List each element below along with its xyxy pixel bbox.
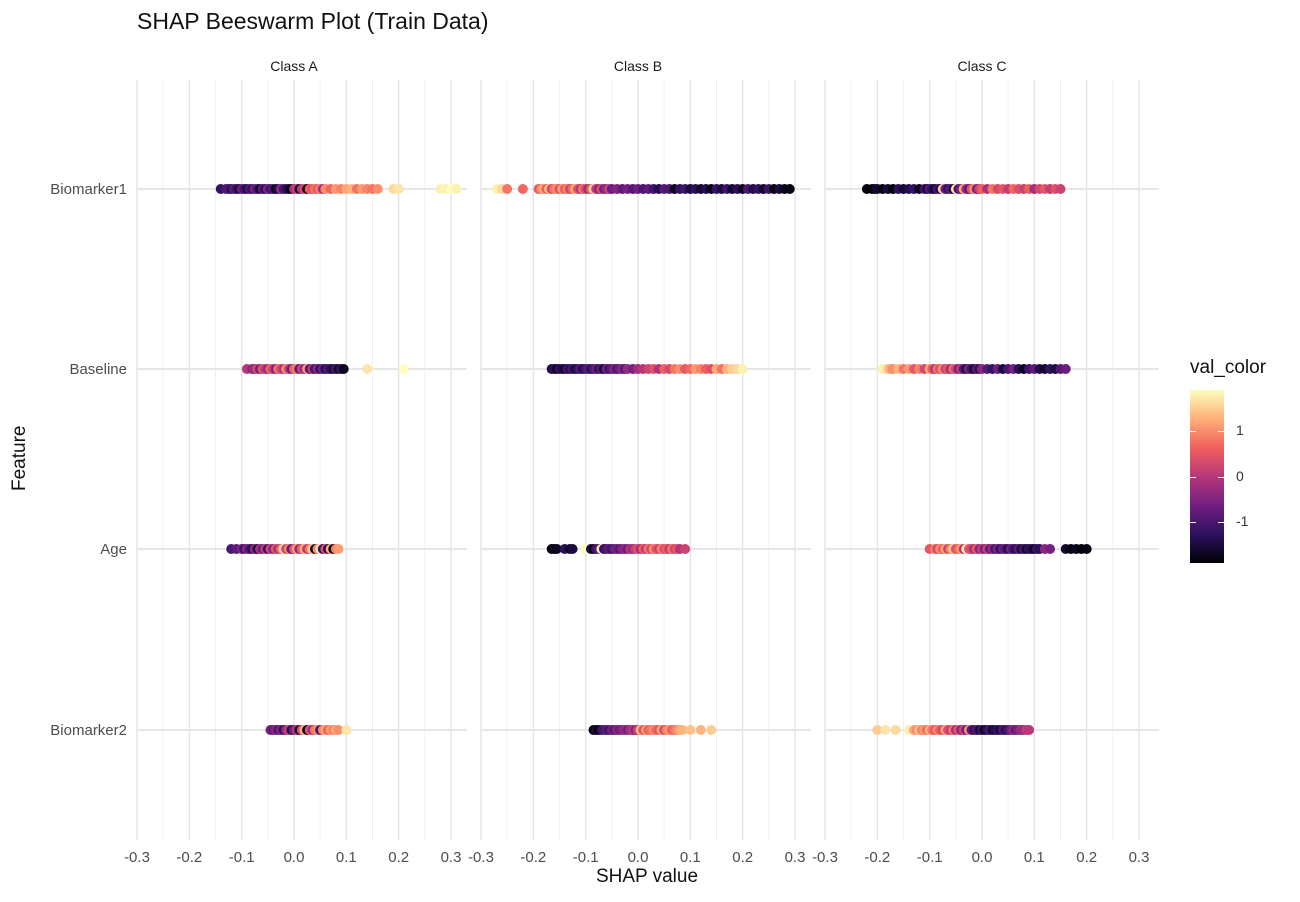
data-point bbox=[1060, 364, 1071, 374]
x-tick-label: 0.3 bbox=[785, 849, 806, 866]
x-tick-label: 0.1 bbox=[336, 849, 357, 866]
x-tick-label: -0.3 bbox=[124, 849, 150, 866]
panel-label: Class C bbox=[957, 58, 1006, 74]
x-tick-label: 0.3 bbox=[441, 849, 462, 866]
x-axis-title: SHAP value bbox=[595, 866, 699, 887]
data-point bbox=[880, 725, 891, 735]
data-point bbox=[333, 544, 344, 554]
data-point bbox=[517, 184, 528, 194]
data-point bbox=[890, 725, 901, 735]
data-point bbox=[551, 544, 562, 554]
data-point bbox=[1024, 725, 1035, 735]
colorbar-tick-mark bbox=[1190, 430, 1196, 432]
x-tick-label: 0.0 bbox=[284, 849, 305, 866]
x-tick-label: -0.1 bbox=[573, 849, 599, 866]
data-point bbox=[706, 725, 717, 735]
data-point bbox=[784, 184, 795, 194]
data-point bbox=[398, 364, 409, 374]
data-point bbox=[677, 725, 688, 735]
data-point bbox=[1055, 184, 1066, 194]
colorbar-tick-label: 1 bbox=[1236, 421, 1244, 438]
data-point bbox=[737, 364, 748, 374]
x-tick-label: 0.0 bbox=[972, 849, 993, 866]
y-tick-label: Baseline bbox=[69, 361, 127, 378]
colorbar-tick-label: -1 bbox=[1236, 513, 1249, 530]
data-point bbox=[695, 725, 706, 735]
colorbar-tick-mark bbox=[1218, 522, 1224, 524]
data-point bbox=[338, 364, 349, 374]
legend-title: val_color bbox=[1190, 357, 1267, 378]
y-tick-label: Age bbox=[100, 541, 127, 558]
data-point bbox=[372, 184, 383, 194]
colorbar-tick-mark bbox=[1190, 522, 1196, 524]
colorbar-tick-mark bbox=[1218, 430, 1224, 432]
data-point bbox=[872, 725, 883, 735]
x-tick-label: -0.2 bbox=[520, 849, 546, 866]
x-tick-label: 0.2 bbox=[388, 849, 409, 866]
x-tick-label: -0.1 bbox=[229, 849, 255, 866]
data-point bbox=[685, 725, 696, 735]
x-tick-label: 0.2 bbox=[732, 849, 753, 866]
colorbar-tick-mark bbox=[1190, 476, 1196, 478]
data-point bbox=[1045, 544, 1056, 554]
y-tick-label: Biomarker2 bbox=[50, 722, 127, 739]
x-tick-label: 0.0 bbox=[628, 849, 649, 866]
x-tick-label: -0.3 bbox=[812, 849, 838, 866]
x-tick-label: 0.1 bbox=[1024, 849, 1045, 866]
x-tick-label: -0.2 bbox=[176, 849, 202, 866]
data-point bbox=[680, 544, 691, 554]
data-point bbox=[341, 725, 352, 735]
chart-title: SHAP Beeswarm Plot (Train Data) bbox=[137, 8, 489, 34]
x-tick-label: 0.1 bbox=[680, 849, 701, 866]
data-point bbox=[451, 184, 462, 194]
x-tick-label: -0.1 bbox=[917, 849, 943, 866]
data-point bbox=[1081, 544, 1092, 554]
x-tick-label: -0.3 bbox=[468, 849, 494, 866]
colorbar-tick-mark bbox=[1218, 476, 1224, 478]
data-point bbox=[502, 184, 513, 194]
data-point bbox=[333, 725, 344, 735]
y-tick-label: Biomarker1 bbox=[50, 181, 127, 198]
colorbar-tick-label: 0 bbox=[1236, 467, 1244, 484]
data-point bbox=[393, 184, 404, 194]
data-point bbox=[362, 364, 373, 374]
x-tick-label: -0.2 bbox=[864, 849, 890, 866]
x-tick-label: 0.2 bbox=[1076, 849, 1097, 866]
panel-label: Class A bbox=[270, 58, 318, 74]
data-point bbox=[567, 544, 578, 554]
panel-label: Class B bbox=[614, 58, 662, 74]
x-tick-label: 0.3 bbox=[1129, 849, 1150, 866]
